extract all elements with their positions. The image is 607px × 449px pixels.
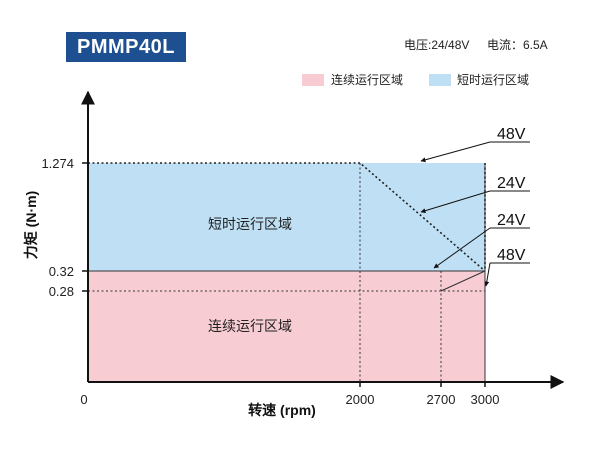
legend-swatch-short-time	[429, 74, 451, 86]
y-tick-label: 0.32	[49, 264, 74, 279]
annotation-label: 48V	[497, 247, 526, 264]
x-tick-label: 0	[80, 392, 87, 407]
annotation-leader	[420, 141, 491, 163]
voltage-spec: 电压:24/48V	[404, 38, 470, 52]
y-axis-title: 力矩 (N·m)	[23, 191, 39, 259]
x-tick-label: 3000	[471, 392, 500, 407]
legend-label-continuous: 连续运行区域	[331, 73, 404, 87]
x-tick-label: 2000	[346, 392, 375, 407]
annotation-label: 24V	[497, 175, 526, 192]
x-tick-label: 2700	[427, 392, 456, 407]
model-title: PMMP40L	[66, 32, 186, 62]
continuous-region-label: 连续运行区域	[208, 318, 292, 334]
y-tick-label: 1.274	[41, 156, 74, 171]
series-24v-falloff	[440, 270, 486, 292]
continuous-region	[88, 271, 485, 382]
legend-label-short-time: 短时运行区域	[457, 73, 530, 87]
annotation-leader	[484, 262, 491, 287]
legend-swatch-continuous	[302, 74, 324, 86]
annotation-label: 48V	[497, 126, 526, 143]
current-spec: 电流：6.5A	[487, 38, 548, 52]
annotation-leader	[420, 190, 491, 214]
short-time-region	[88, 163, 485, 271]
annotation-leader	[433, 227, 491, 269]
x-axis-title: 转速 (rpm)	[248, 402, 316, 418]
short-time-region-label: 短时运行区域	[208, 216, 292, 232]
annotation-label: 24V	[497, 212, 526, 229]
y-tick-label: 0.28	[49, 284, 74, 299]
